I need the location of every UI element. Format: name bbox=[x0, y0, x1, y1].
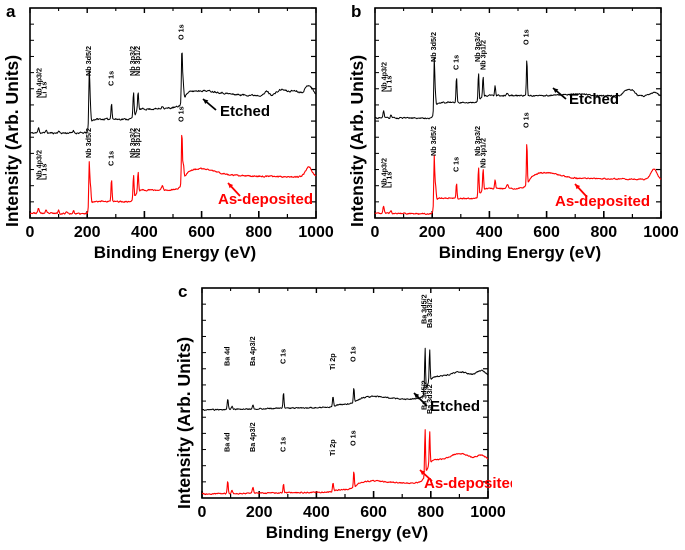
panel-c-xlabel: Binding Energy (eV) bbox=[265, 523, 429, 542]
svg-text:C 1s: C 1s bbox=[278, 437, 287, 452]
panel-c-plot: 0 200 400 600 800 1000 Ba 4d Ba 4p3/2 C 1s Ti 2p O… bbox=[198, 287, 512, 520]
svg-text:600: 600 bbox=[533, 224, 560, 240]
svg-text:Nb 3p1/2: Nb 3p1/2 bbox=[479, 138, 488, 168]
svg-text:O 1s: O 1s bbox=[177, 106, 186, 122]
svg-text:Ba 4d: Ba 4d bbox=[223, 432, 232, 452]
svg-text:Etched: Etched bbox=[220, 103, 270, 120]
svg-text:Ba 3d5/2: Ba 3d5/2 bbox=[420, 294, 429, 324]
svg-text:Nb 3p3/2: Nb 3p3/2 bbox=[473, 126, 482, 156]
svg-text:600: 600 bbox=[360, 504, 387, 520]
svg-text:800: 800 bbox=[245, 224, 272, 240]
svg-text:200: 200 bbox=[246, 504, 273, 520]
panel-a-xlabel: Binding Energy (eV) bbox=[93, 243, 257, 262]
svg-text:C 1s: C 1s bbox=[278, 349, 287, 364]
svg-text:O 1s: O 1s bbox=[522, 29, 531, 45]
svg-text:As-deposited: As-deposited bbox=[218, 191, 313, 208]
svg-text:Nb 4p3/2: Nb 4p3/2 bbox=[35, 150, 44, 180]
svg-text:C 1s: C 1s bbox=[106, 71, 115, 86]
svg-text:Nb 3p1/2: Nb 3p1/2 bbox=[133, 46, 142, 76]
panel-b: b Intensity (Arb. Units) 0 200 400 600 800 10… bbox=[345, 0, 685, 270]
svg-text:O 1s: O 1s bbox=[177, 24, 186, 40]
svg-text:As-deposited: As-deposited bbox=[424, 475, 512, 492]
panel-c-letter: c bbox=[178, 282, 188, 301]
svg-text:Ti 2p: Ti 2p bbox=[328, 353, 337, 370]
svg-text:Nb 3p1/2: Nb 3p1/2 bbox=[479, 40, 488, 70]
svg-text:O 1s: O 1s bbox=[349, 346, 358, 362]
svg-text:Ba 3d3/2: Ba 3d3/2 bbox=[425, 298, 434, 328]
svg-text:As-deposited: As-deposited bbox=[555, 193, 650, 210]
svg-text:0: 0 bbox=[198, 504, 207, 520]
svg-text:0: 0 bbox=[26, 224, 35, 240]
svg-text:Nb 3p1/2: Nb 3p1/2 bbox=[133, 128, 142, 158]
svg-text:Nb 3d5/2: Nb 3d5/2 bbox=[84, 128, 93, 158]
svg-text:1000: 1000 bbox=[470, 504, 506, 520]
panel-a: a Intensity (Arb. Units) 0 200 400 600 800 10… bbox=[0, 0, 340, 270]
svg-text:Nb 4p3/2: Nb 4p3/2 bbox=[380, 158, 389, 188]
svg-text:1000: 1000 bbox=[643, 224, 679, 240]
panel-b-xlabel: Binding Energy (eV) bbox=[438, 243, 602, 262]
svg-text:Ba 4d: Ba 4d bbox=[223, 346, 232, 366]
svg-text:Li 1s: Li 1s bbox=[40, 164, 49, 180]
svg-text:Ba 4p3/2: Ba 4p3/2 bbox=[248, 422, 257, 452]
svg-text:400: 400 bbox=[303, 504, 330, 520]
svg-text:C 1s: C 1s bbox=[451, 157, 460, 172]
svg-text:Ba 3d5/2: Ba 3d5/2 bbox=[420, 380, 429, 410]
svg-text:Etched: Etched bbox=[569, 91, 619, 108]
svg-text:Nb 4p3/2: Nb 4p3/2 bbox=[380, 62, 389, 92]
svg-text:200: 200 bbox=[74, 224, 101, 240]
panel-c: c Intensity (Arb. Units) 0 200 400 600 800 10… bbox=[172, 280, 512, 550]
svg-text:200: 200 bbox=[419, 224, 446, 240]
svg-text:C 1s: C 1s bbox=[106, 151, 115, 166]
svg-text:0: 0 bbox=[371, 224, 380, 240]
svg-text:Li 1s: Li 1s bbox=[385, 76, 394, 92]
svg-text:O 1s: O 1s bbox=[522, 112, 531, 128]
svg-text:400: 400 bbox=[131, 224, 158, 240]
svg-text:800: 800 bbox=[590, 224, 617, 240]
svg-text:Etched: Etched bbox=[430, 398, 480, 415]
svg-text:Li 1s: Li 1s bbox=[385, 172, 394, 188]
svg-text:1000: 1000 bbox=[298, 224, 334, 240]
svg-text:Nb 3d5/2: Nb 3d5/2 bbox=[84, 46, 93, 76]
svg-text:Nb 3d5/2: Nb 3d5/2 bbox=[429, 32, 438, 62]
svg-text:Li 1s: Li 1s bbox=[40, 82, 49, 98]
svg-text:800: 800 bbox=[417, 504, 444, 520]
svg-text:Ti 2p: Ti 2p bbox=[328, 439, 337, 456]
svg-text:Nb 3p3/2: Nb 3p3/2 bbox=[128, 46, 137, 76]
svg-text:Nb 3p3/2: Nb 3p3/2 bbox=[473, 32, 482, 62]
panel-b-letter: b bbox=[351, 2, 362, 21]
svg-text:O 1s: O 1s bbox=[349, 430, 358, 446]
svg-text:Ba 4p3/2: Ba 4p3/2 bbox=[248, 336, 257, 366]
svg-text:Nb 4p3/2: Nb 4p3/2 bbox=[35, 68, 44, 98]
svg-text:C 1s: C 1s bbox=[451, 55, 460, 70]
svg-text:Nb 3d5/2: Nb 3d5/2 bbox=[429, 126, 438, 156]
svg-text:Ba 3d3/2: Ba 3d3/2 bbox=[425, 384, 434, 414]
svg-text:Nb 3p3/2: Nb 3p3/2 bbox=[128, 128, 137, 158]
svg-text:600: 600 bbox=[188, 224, 215, 240]
panel-a-letter: a bbox=[6, 2, 16, 21]
svg-text:400: 400 bbox=[476, 224, 503, 240]
